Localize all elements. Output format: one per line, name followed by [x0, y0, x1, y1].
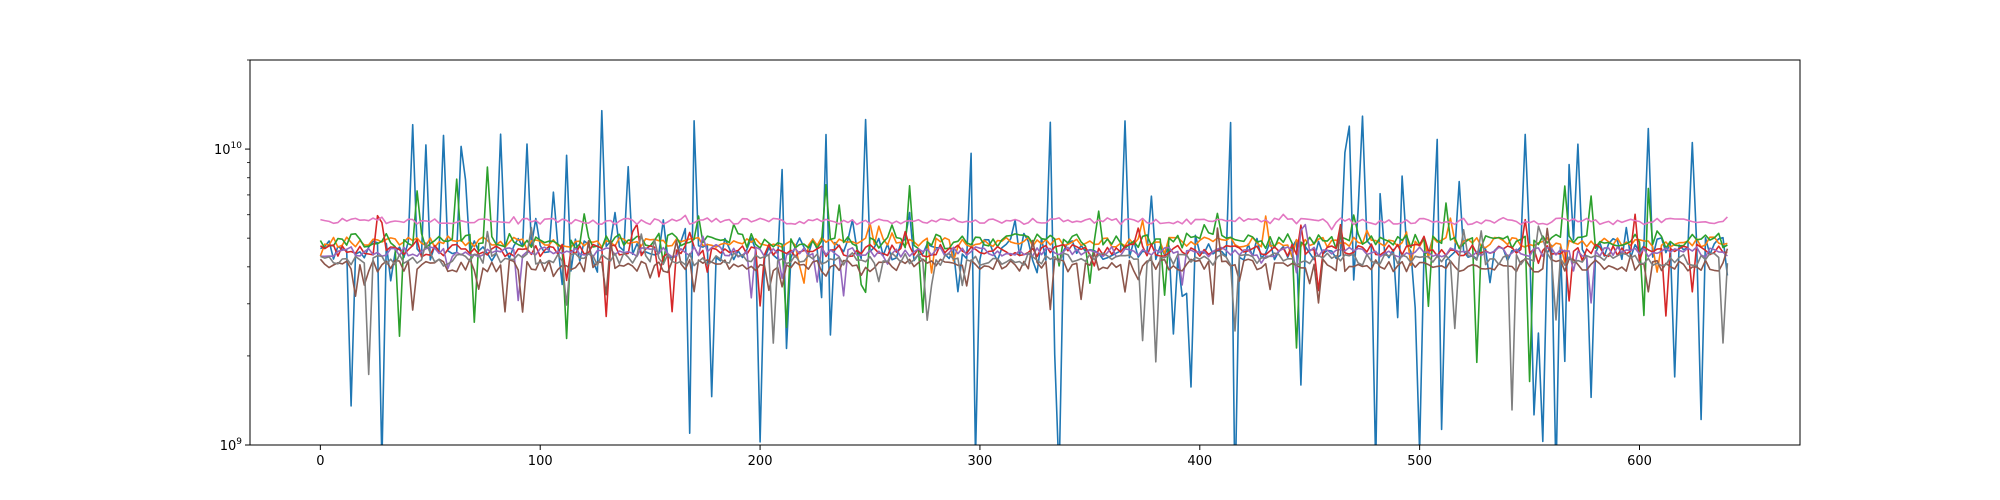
series-line-7 [320, 213, 1728, 231]
y-tick-base: 10 [220, 439, 237, 454]
x-tick-label: 0 [316, 454, 324, 469]
y-tick-base: 10 [214, 143, 231, 158]
x-tick-label: 600 [1627, 454, 1652, 469]
series-layer [319, 109, 1729, 445]
x-tick-label: 400 [1187, 454, 1212, 469]
series-line-5 [320, 223, 1728, 304]
x-tick-label: 300 [968, 454, 993, 469]
x-tick-label: 100 [528, 454, 553, 469]
x-axis: 0 100 200 300 400 500 600 [316, 445, 1652, 469]
series-line-8 [320, 225, 1729, 411]
y-tick-label: 109 [220, 437, 243, 454]
series-line-1 [320, 109, 1729, 445]
x-tick-label: 500 [1407, 454, 1432, 469]
series-line-3 [319, 166, 1728, 383]
y-tick-exponent: 9 [236, 437, 242, 447]
x-tick-label: 200 [748, 454, 773, 469]
y-tick-exponent: 10 [231, 141, 243, 151]
plot-frame [249, 59, 1801, 446]
series-line-6 [319, 226, 1729, 313]
y-tick-label: 1010 [214, 141, 242, 158]
